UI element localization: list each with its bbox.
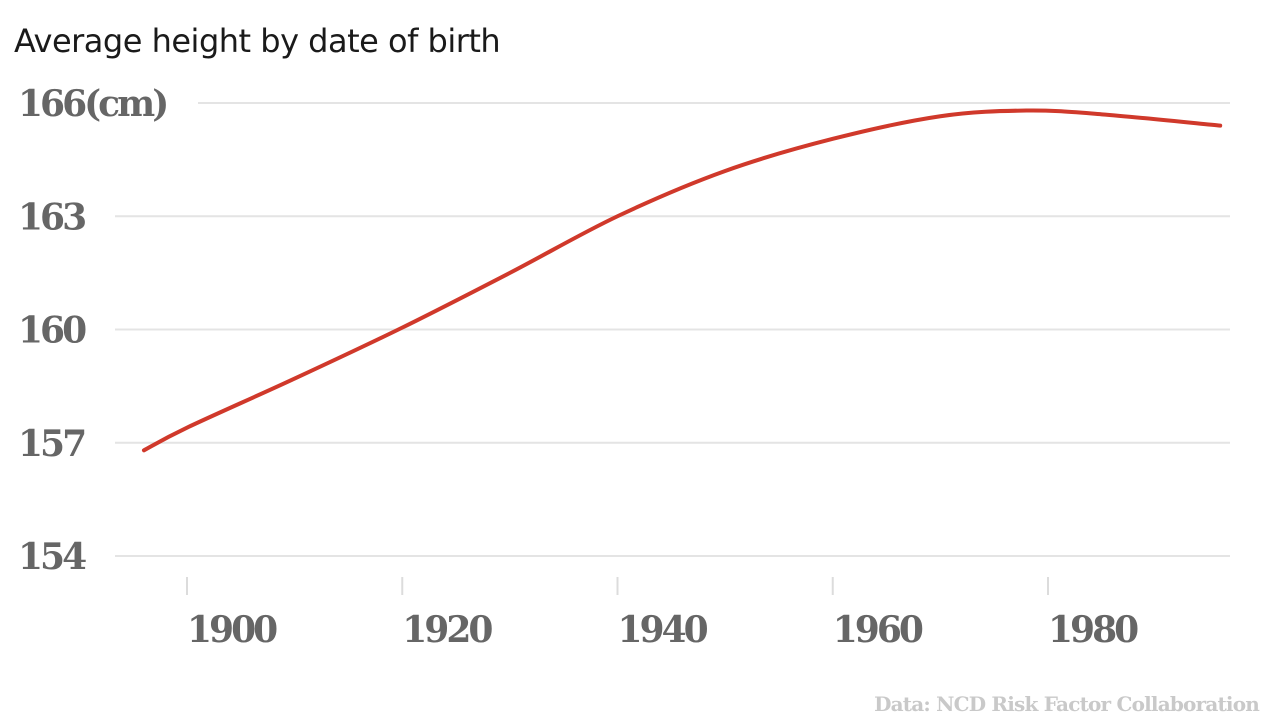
source-note: Data: NCD Risk Factor Collaboration: [874, 692, 1260, 716]
x-tick-label: 1960: [833, 609, 923, 651]
x-tick-label: 1920: [402, 609, 492, 651]
y-tick-label: 154: [18, 536, 86, 578]
series-line: [141, 108, 1223, 453]
y-tick-label: 160: [18, 310, 86, 352]
x-tick-label: 1940: [618, 609, 708, 651]
x-tick-label: 1900: [187, 609, 277, 651]
chart-title: Average height by date of birth: [14, 22, 501, 60]
y-tick-label: 163: [18, 196, 85, 238]
x-tick-label: 1980: [1048, 609, 1138, 651]
y-tick-label: 166(cm): [18, 83, 166, 125]
y-tick-label: 157: [18, 423, 85, 465]
